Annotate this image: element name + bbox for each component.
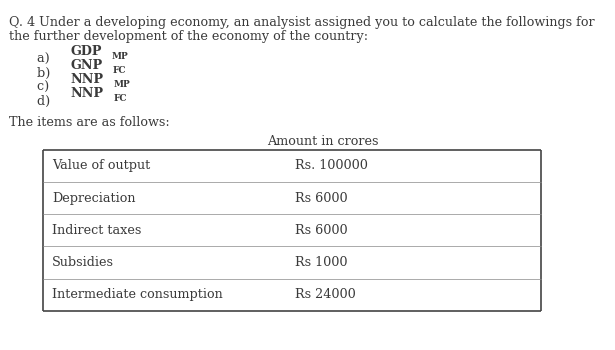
Text: Depreciation: Depreciation: [52, 191, 136, 205]
Text: NNP: NNP: [71, 87, 104, 100]
Text: GNP: GNP: [71, 59, 103, 72]
Text: d): d): [37, 95, 58, 108]
Text: Q. 4 Under a developing economy, an analysist assigned you to calculate the foll: Q. 4 Under a developing economy, an anal…: [9, 16, 595, 29]
Text: b): b): [37, 67, 58, 80]
Text: Rs 6000: Rs 6000: [295, 191, 348, 205]
Text: Rs. 100000: Rs. 100000: [295, 159, 368, 173]
Text: Rs 1000: Rs 1000: [295, 256, 347, 269]
Text: MP: MP: [111, 52, 128, 61]
Text: MP: MP: [113, 80, 130, 89]
Text: Rs 6000: Rs 6000: [295, 224, 348, 237]
Text: The items are as follows:: The items are as follows:: [9, 116, 170, 128]
Text: c): c): [37, 81, 57, 94]
Text: NNP: NNP: [71, 73, 104, 86]
Text: FC: FC: [113, 66, 126, 75]
Text: FC: FC: [113, 94, 127, 103]
Text: Intermediate consumption: Intermediate consumption: [52, 288, 223, 301]
Text: Value of output: Value of output: [52, 159, 151, 173]
Text: Subsidies: Subsidies: [52, 256, 114, 269]
Text: GDP: GDP: [71, 45, 102, 58]
Text: the further development of the economy of the country:: the further development of the economy o…: [9, 30, 368, 43]
Text: Rs 24000: Rs 24000: [295, 288, 356, 301]
Text: Indirect taxes: Indirect taxes: [52, 224, 141, 237]
Text: Amount in crores: Amount in crores: [267, 135, 379, 148]
Text: a): a): [37, 53, 58, 66]
